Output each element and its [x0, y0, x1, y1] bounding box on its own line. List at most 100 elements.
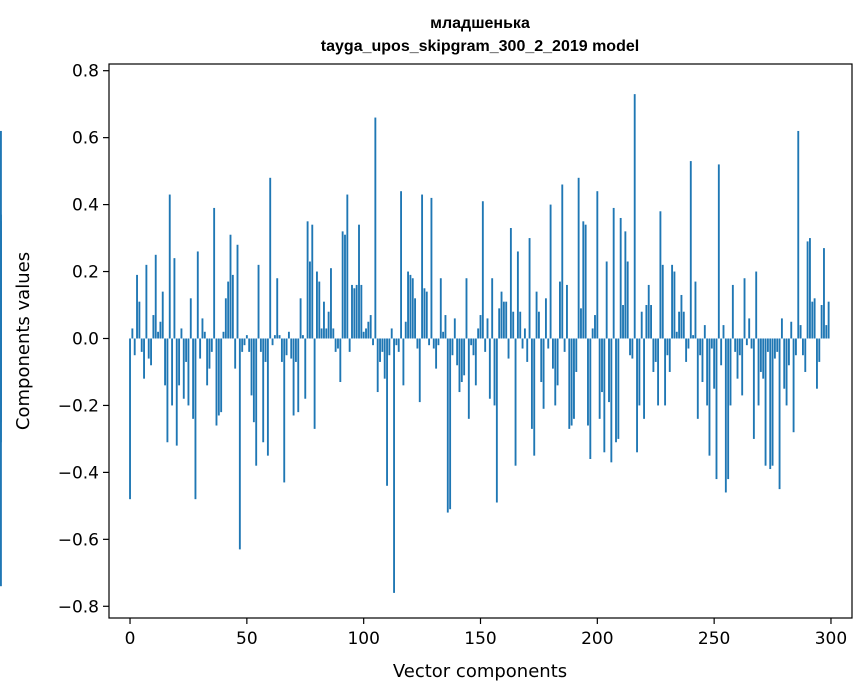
chart-title: младшенька — [430, 15, 530, 32]
bar-239 — [687, 338, 690, 349]
bar-47 — [238, 338, 241, 550]
bar-261 — [738, 338, 741, 356]
bar-185 — [561, 184, 564, 339]
bar-180 — [549, 204, 552, 339]
bar-48 — [241, 338, 244, 352]
bar-88 — [334, 338, 337, 352]
bar-55 — [257, 264, 260, 339]
bar-183 — [556, 338, 559, 386]
bar-109 — [383, 338, 386, 379]
bar-206 — [610, 338, 613, 463]
bar-117 — [402, 338, 405, 386]
bar-287 — [799, 325, 802, 339]
bar-19 — [173, 258, 176, 339]
bar-12 — [157, 331, 159, 339]
bar-158 — [498, 308, 501, 339]
bar-92 — [344, 234, 346, 339]
bar-214 — [629, 338, 631, 356]
bar-5 — [140, 338, 143, 352]
bar-129 — [430, 197, 433, 339]
bar-232 — [671, 264, 674, 339]
bar-124 — [418, 338, 421, 403]
bar-undefined — [0, 221, 2, 339]
bar-208 — [615, 338, 617, 443]
bar-147 — [472, 338, 475, 356]
bar-141 — [458, 338, 461, 393]
bar-81 — [318, 281, 321, 339]
bar-130 — [432, 338, 435, 349]
bar-16 — [166, 338, 169, 443]
y-tick-label: −0.2 — [58, 396, 99, 416]
bar-137 — [449, 338, 452, 510]
bar-89 — [337, 338, 339, 349]
y-tick-label: 0.6 — [72, 129, 99, 149]
bar-231 — [668, 338, 671, 372]
bar-50 — [245, 335, 248, 339]
bar-212 — [624, 231, 627, 339]
bar-190 — [573, 338, 575, 419]
bar-187 — [566, 284, 568, 339]
y-axis-label: Components values — [13, 252, 34, 430]
plot-frame — [108, 63, 853, 619]
bar-121 — [411, 278, 414, 339]
bar-216 — [633, 94, 636, 339]
bar-2 — [133, 338, 136, 356]
bar-1 — [131, 328, 134, 339]
bar-253 — [720, 338, 723, 366]
bar-35 — [210, 338, 213, 352]
bar-75 — [304, 338, 307, 399]
bar-167 — [519, 311, 522, 339]
bar-173 — [533, 338, 536, 456]
bar-263 — [743, 278, 746, 339]
bar-9 — [150, 338, 152, 366]
bar-282 — [787, 338, 790, 366]
bar-87 — [332, 328, 335, 339]
bar-24 — [185, 338, 188, 362]
bar-224 — [652, 338, 655, 372]
bar-246 — [703, 325, 706, 339]
bar-175 — [537, 311, 540, 339]
bar-248 — [708, 338, 711, 456]
bar-134 — [442, 331, 445, 339]
bar-292 — [811, 301, 814, 339]
bar-235 — [678, 311, 681, 339]
bar-161 — [505, 301, 508, 339]
bar-131 — [435, 338, 438, 369]
bar-215 — [631, 338, 634, 359]
bar-104 — [372, 338, 374, 346]
bar-290 — [806, 241, 809, 339]
bar-51 — [248, 338, 251, 352]
bar-200 — [596, 191, 599, 339]
bar-269 — [757, 338, 760, 406]
bar-184 — [559, 281, 561, 339]
bar-27 — [192, 338, 195, 419]
bar-110 — [386, 338, 388, 486]
bar-64 — [278, 335, 281, 339]
bar-265 — [748, 318, 751, 339]
bar-145 — [467, 338, 470, 419]
bar-241 — [692, 335, 695, 339]
bar-120 — [409, 274, 412, 339]
bar-107 — [379, 338, 381, 362]
bar-192 — [577, 177, 580, 339]
bar-10 — [152, 315, 155, 339]
bar-127 — [425, 291, 428, 339]
x-tick-label: 150 — [464, 629, 496, 649]
bar-71 — [294, 338, 297, 362]
bar-249 — [710, 338, 713, 349]
bar-202 — [601, 338, 603, 393]
bar-58 — [264, 338, 267, 362]
bar-115 — [397, 338, 400, 352]
bar-234 — [675, 331, 678, 339]
bar-244 — [699, 338, 702, 356]
bar-259 — [734, 338, 737, 352]
bar-65 — [280, 338, 283, 362]
bar-40 — [222, 331, 225, 339]
bar-204 — [605, 261, 608, 339]
bar-43 — [229, 234, 232, 339]
bar-119 — [407, 271, 409, 339]
bar-211 — [622, 305, 624, 339]
bar-168 — [521, 338, 524, 349]
bar-236 — [680, 294, 683, 339]
bar-17 — [168, 194, 171, 339]
